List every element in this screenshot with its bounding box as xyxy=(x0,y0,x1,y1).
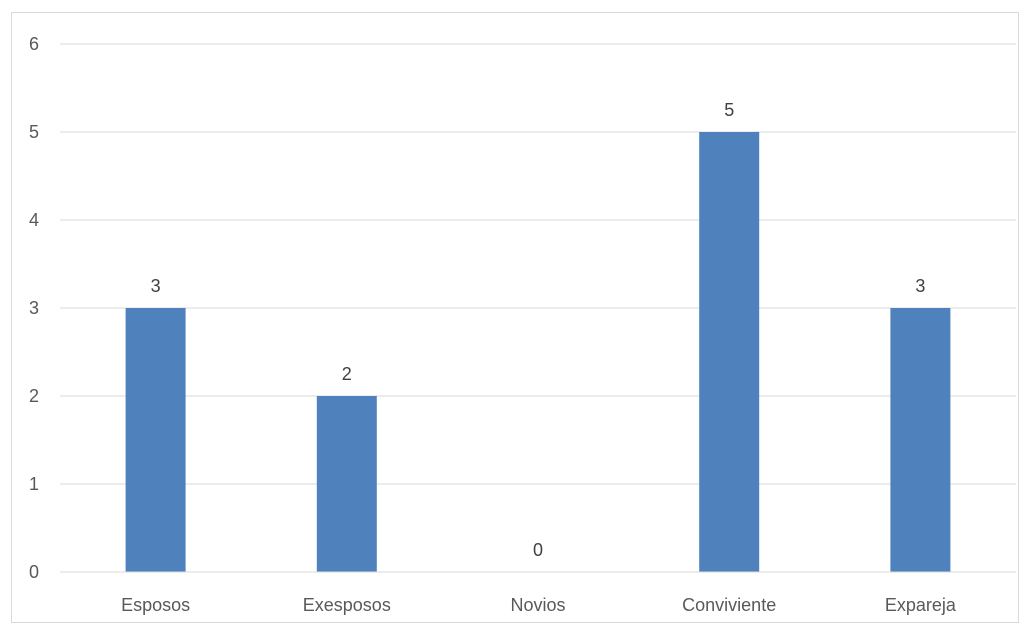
x-tick-label-exesposos: Exesposos xyxy=(303,595,391,615)
bar-conviviente xyxy=(699,132,760,572)
data-label-novios: 0 xyxy=(533,540,543,560)
data-label-expareja: 3 xyxy=(915,276,925,296)
y-tick-label: 6 xyxy=(29,34,39,54)
y-tick-label: 4 xyxy=(29,210,39,230)
bars xyxy=(125,132,951,572)
bar-expareja xyxy=(890,308,951,572)
x-tick-label-esposos: Esposos xyxy=(121,595,190,615)
x-tick-label-novios: Novios xyxy=(510,595,565,615)
y-tick-label: 1 xyxy=(29,474,39,494)
data-label-conviviente: 5 xyxy=(724,100,734,120)
y-tick-label: 5 xyxy=(29,122,39,142)
data-label-exesposos: 2 xyxy=(342,364,352,384)
y-tick-label: 2 xyxy=(29,386,39,406)
labels: 0 1 2 3 4 5 6 3 Esposos 2 Exesposos 0 Novios 5 Convivi… xyxy=(29,34,957,615)
data-label-esposos: 3 xyxy=(151,276,161,296)
y-tick-label: 3 xyxy=(29,298,39,318)
x-tick-label-expareja: Expareja xyxy=(885,595,957,615)
x-tick-label-conviviente: Conviviente xyxy=(682,595,776,615)
bar-esposos xyxy=(125,308,186,572)
y-tick-label: 0 xyxy=(29,562,39,582)
gridlines xyxy=(60,43,1016,485)
bar-exesposos xyxy=(316,396,377,572)
